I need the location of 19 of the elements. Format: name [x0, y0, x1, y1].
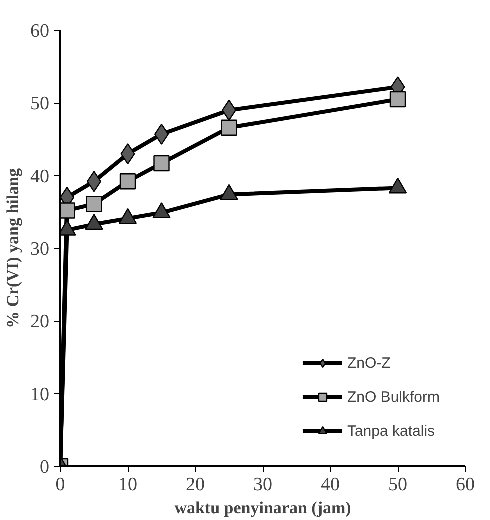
- y-tick-label: 10: [30, 384, 50, 406]
- x-tick-label: 30: [254, 474, 272, 496]
- y-tick-label: 40: [30, 166, 50, 188]
- legend-label: ZnO Bulkform: [347, 388, 440, 406]
- legend-label: ZnO-Z: [347, 354, 391, 372]
- x-tick-label: 40: [321, 474, 340, 496]
- legend-label: Tanpa katalis: [347, 422, 436, 440]
- x-axis-title: waktu penyinaran (jam): [174, 498, 352, 518]
- x-tick-label: 0: [56, 474, 66, 496]
- y-tick-label: 0: [40, 457, 50, 478]
- y-tick-label: 50: [30, 94, 50, 115]
- x-tick-label: 60: [456, 474, 475, 496]
- x-tick-label: 20: [186, 474, 205, 496]
- y-axis-title: % Cr(VI) yang hilang: [4, 168, 22, 329]
- x-tick-label: 10: [118, 474, 138, 496]
- y-tick-label: 60: [30, 21, 50, 42]
- x-tick-label: 50: [388, 474, 408, 496]
- y-tick-label: 20: [30, 312, 50, 333]
- y-tick-label: 30: [30, 239, 50, 260]
